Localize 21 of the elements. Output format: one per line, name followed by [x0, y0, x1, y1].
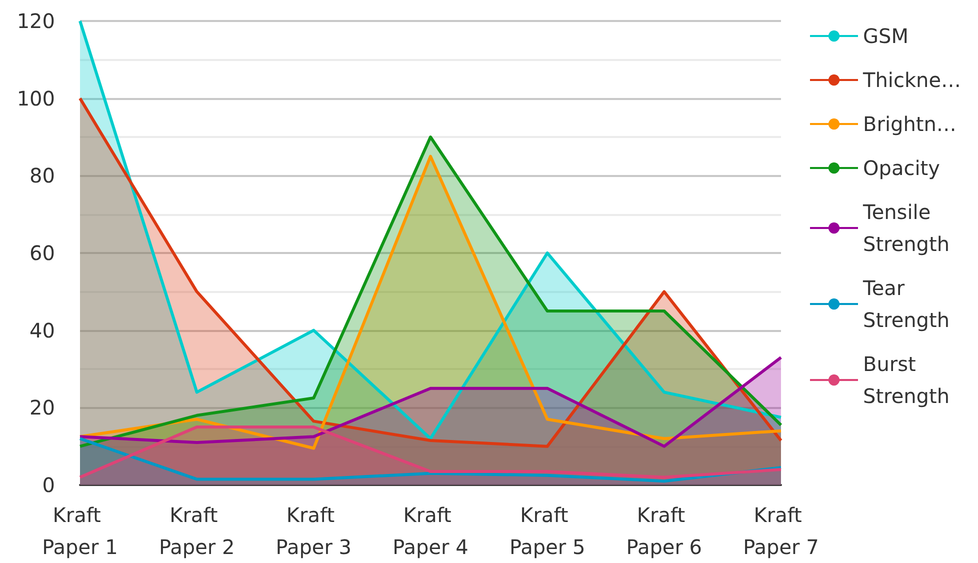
legend-label: Tensile Strength	[862, 200, 950, 256]
y-tick-label: 20	[30, 396, 55, 420]
x-tick-label: Kraft Paper 1	[42, 503, 118, 559]
x-tick-label: Kraft Paper 2	[158, 503, 235, 559]
y-tick-label: 0	[42, 473, 55, 497]
legend-label: Tear Strength	[862, 276, 950, 332]
x-tick-label: Kraft Paper 7	[743, 503, 819, 559]
y-tick-label: 80	[30, 164, 55, 188]
x-tick-label: Kraft Paper 6	[626, 503, 702, 559]
y-tick-label: 100	[16, 86, 55, 110]
x-tick-label: Kraft Paper 4	[392, 503, 468, 559]
x-tick-label: Kraft Paper 3	[276, 503, 352, 559]
legend-label: Brightn…	[863, 112, 956, 136]
x-tick-label: Kraft Paper 5	[509, 503, 586, 559]
legend-label: Burst Strength	[863, 352, 950, 408]
y-tick-label: 40	[30, 318, 55, 342]
y-tick-label: 60	[30, 241, 55, 265]
legend-label: Opacity	[863, 156, 940, 180]
legend-label: GSM	[863, 24, 908, 48]
legend-label: Thickne…	[862, 68, 962, 92]
y-tick-label: 120	[16, 9, 55, 33]
